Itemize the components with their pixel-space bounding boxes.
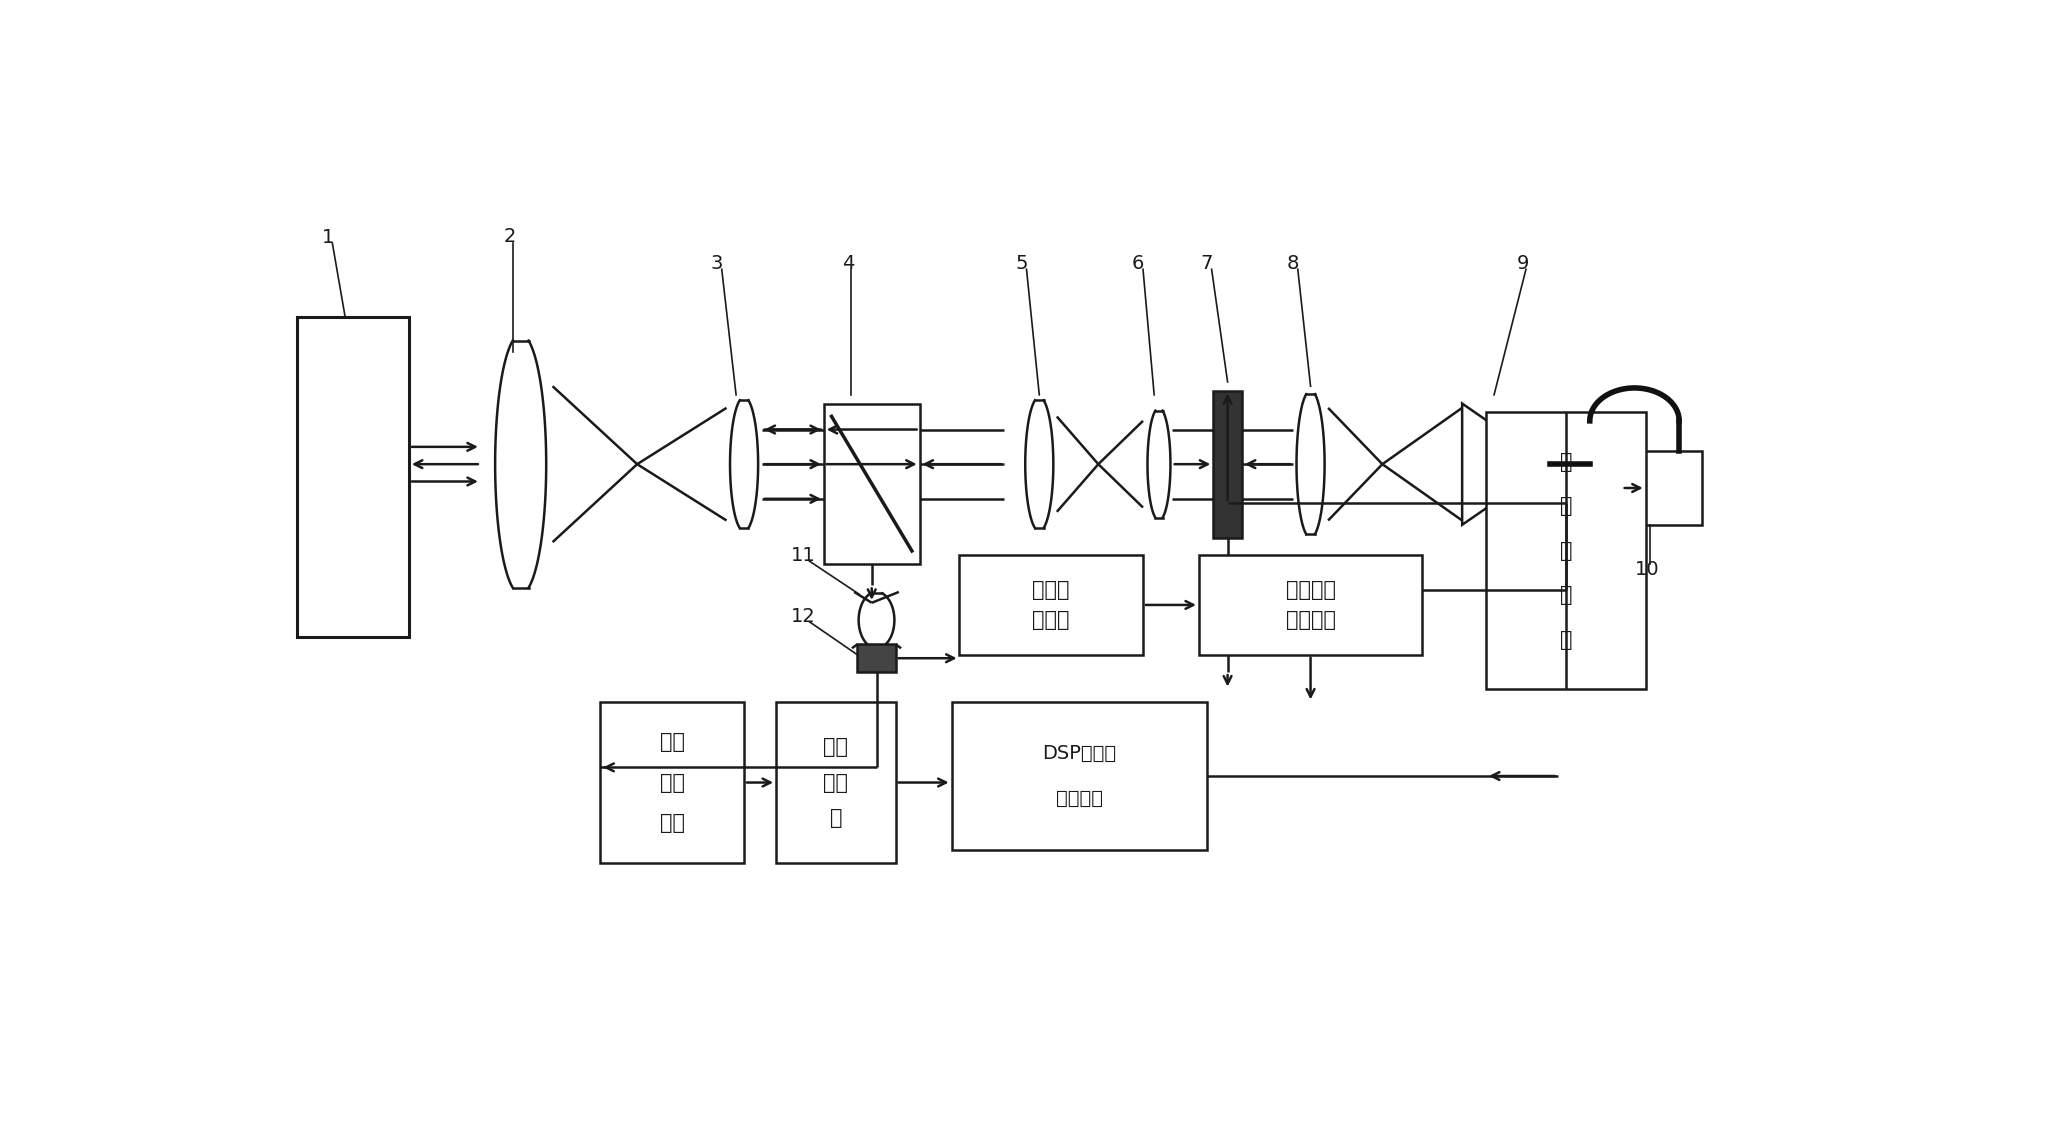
Bar [959,555,1143,655]
Text: 3: 3 [710,254,723,272]
Text: 信: 信 [1559,452,1573,472]
Text: 1: 1 [321,227,334,246]
Text: 4: 4 [842,254,854,272]
Bar [296,317,410,638]
Text: 卡: 卡 [830,808,842,828]
Bar [1487,412,1645,690]
Text: 5: 5 [1015,254,1027,272]
Text: 采集: 采集 [824,773,848,792]
Bar [776,702,896,863]
Polygon shape [1462,404,1550,524]
Text: 出: 出 [1559,585,1573,605]
Text: 滤波: 滤波 [659,773,686,792]
Text: 电路: 电路 [659,812,686,832]
Bar [1213,390,1242,538]
Bar [1622,451,1701,524]
Text: 8: 8 [1287,254,1299,272]
Bar [1198,555,1423,655]
Text: 6: 6 [1132,254,1145,272]
Text: 数据判: 数据判 [1032,580,1071,600]
Text: 10: 10 [1635,560,1660,579]
Text: 统计数据: 统计数据 [1285,580,1336,600]
Bar [824,404,920,564]
Text: 9: 9 [1517,254,1530,272]
Bar [951,702,1207,849]
Text: 2: 2 [502,227,515,246]
Text: 信号: 信号 [824,737,848,757]
Bar [601,702,743,863]
Text: 号: 号 [1559,496,1573,516]
Text: 卡: 卡 [1559,630,1573,649]
Text: 12: 12 [791,608,815,627]
Bar [857,645,896,672]
Text: 号处理器: 号处理器 [1056,789,1104,808]
Text: 低通: 低通 [659,732,686,753]
Text: 提取单元: 提取单元 [1285,610,1336,630]
Text: 输: 输 [1559,541,1573,560]
Text: 决电路: 决电路 [1032,610,1071,630]
Text: 11: 11 [791,547,815,566]
Text: 7: 7 [1200,254,1213,272]
Text: DSP数字信: DSP数字信 [1042,745,1116,764]
